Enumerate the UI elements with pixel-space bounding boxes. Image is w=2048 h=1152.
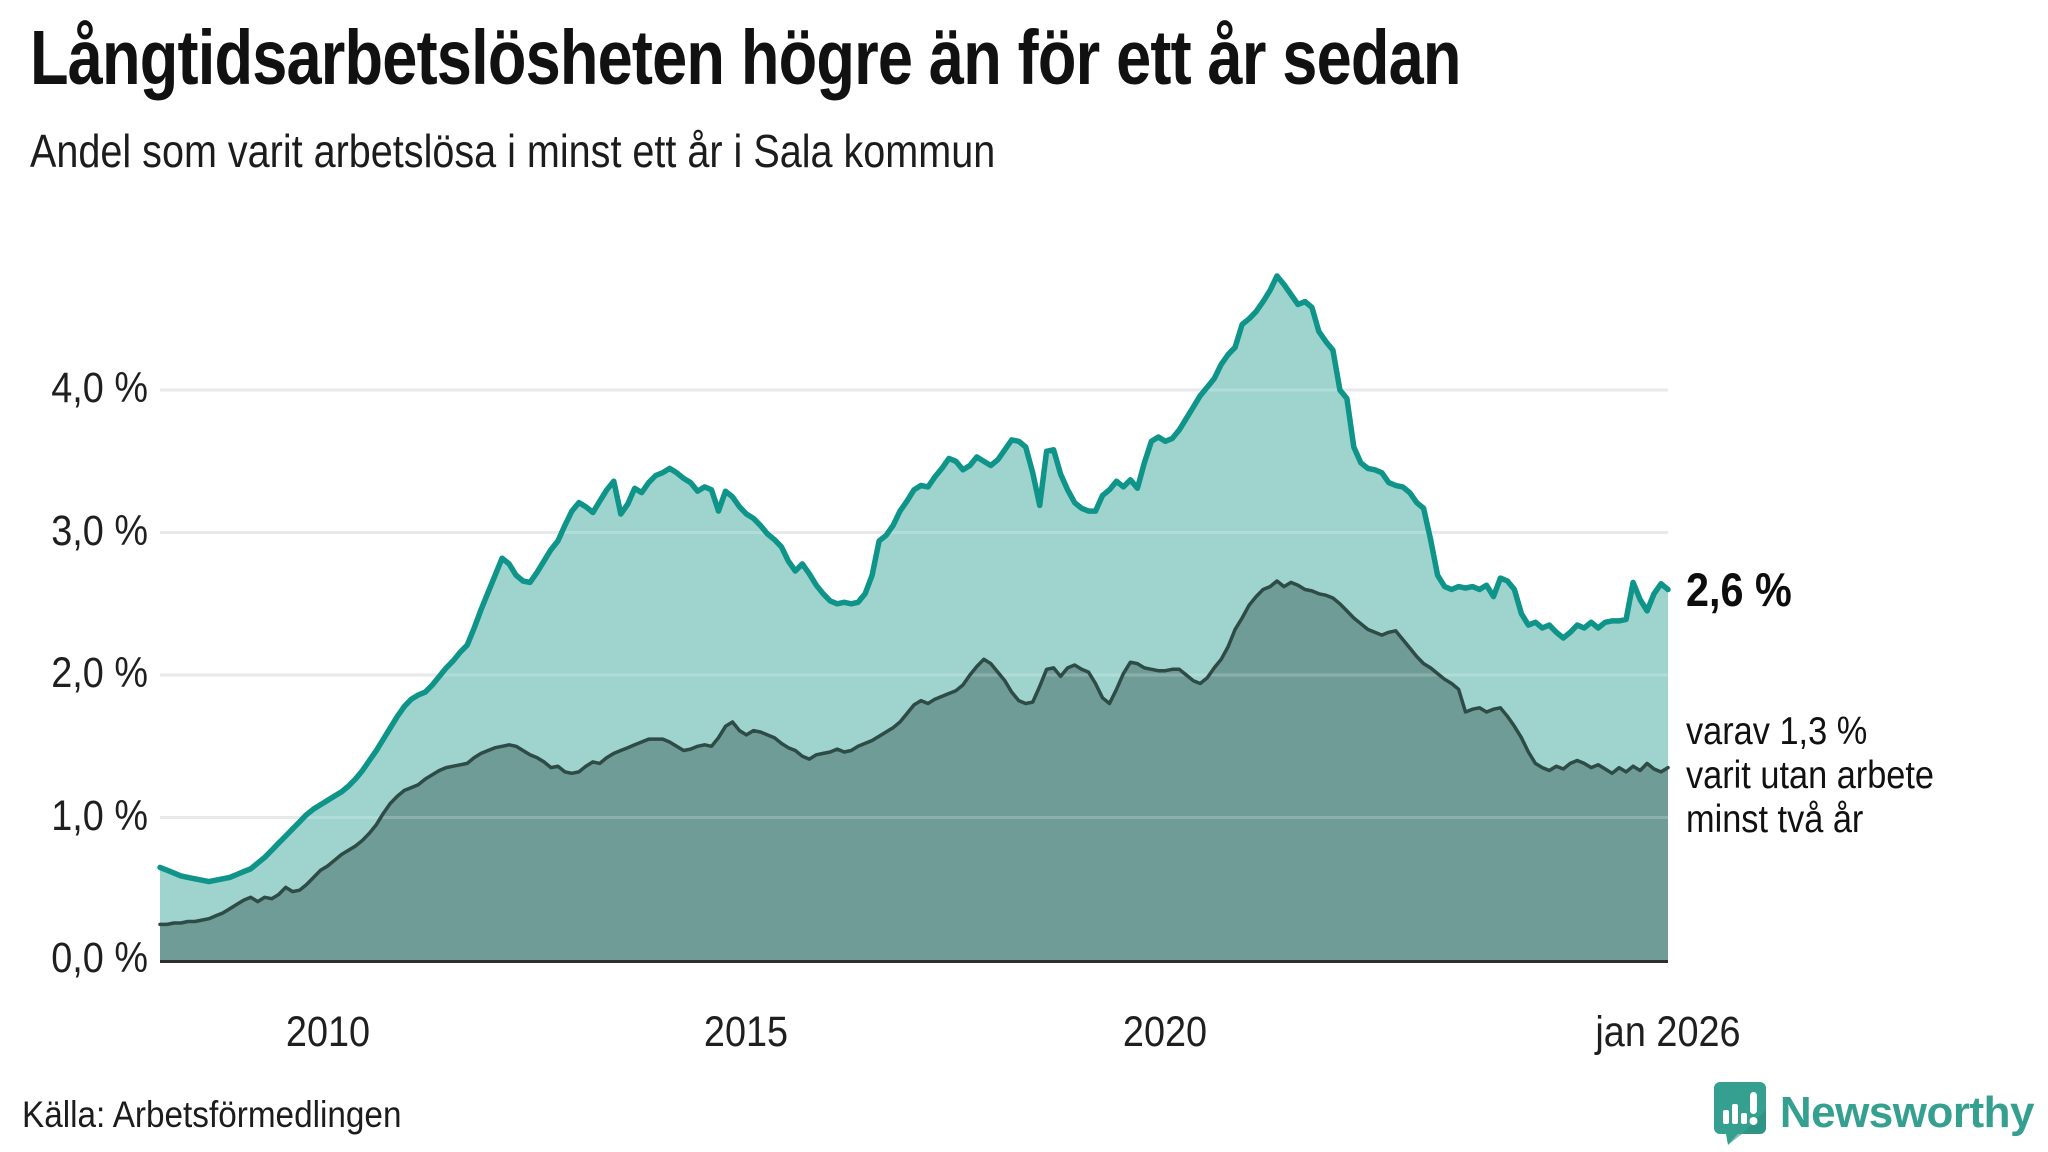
page-subtitle: Andel som varit arbetslösa i minst ett å… — [30, 125, 996, 177]
x-tick-label: jan 2026 — [1595, 1008, 1741, 1056]
y-tick-label: 0,0 % — [51, 934, 148, 982]
breakdown-line-1: varav 1,3 % — [1686, 710, 1868, 753]
area-fill-subset — [160, 581, 1668, 960]
source-attribution: Källa: Arbetsförmedlingen — [22, 1094, 402, 1135]
x-tick-label: 2020 — [1123, 1008, 1208, 1056]
series-end-value-label: 2,6 % — [1686, 563, 1792, 616]
y-tick-label: 3,0 % — [51, 506, 148, 555]
series-breakdown-annotation: varav 1,3 % varit utan arbete minst två … — [1686, 710, 1934, 842]
line-subset-series — [158, 579, 1670, 927]
breakdown-line-3: minst två år — [1686, 798, 1864, 842]
newsworthy-logo-icon — [1713, 1082, 1766, 1145]
y-tick-label: 4,0 % — [51, 364, 148, 412]
page-title: Långtidsarbetslösheten högre än för ett … — [30, 15, 1462, 101]
y-tick-label: 1,0 % — [51, 791, 148, 840]
x-tick-label: 2015 — [704, 1008, 789, 1056]
line-total-series — [157, 273, 1671, 885]
newsworthy-logo-text: Newsworthy — [1779, 1088, 2035, 1137]
breakdown-line-2: varit utan arbete — [1686, 754, 1935, 798]
newsworthy-logo: Newsworthy — [1712, 1080, 2035, 1146]
x-tick-label: 2010 — [285, 1008, 370, 1056]
y-tick-label: 2,0 % — [51, 649, 148, 697]
